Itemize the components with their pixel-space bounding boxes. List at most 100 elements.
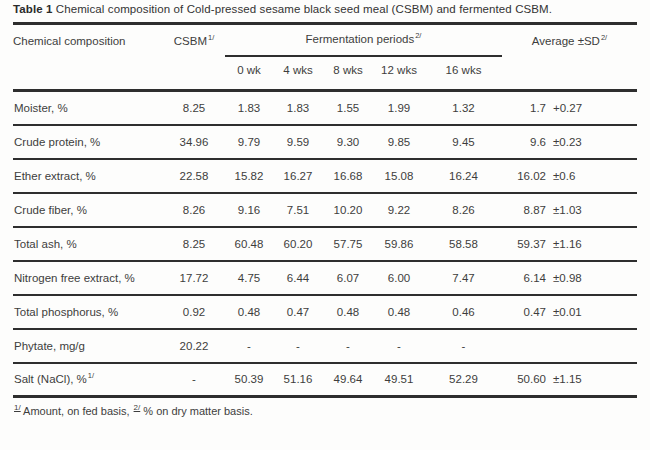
table-row: Crude protein, % 34.96 9.79 9.59 9.30 9.…: [13, 125, 637, 159]
cell-week-8: 10.20: [323, 193, 373, 227]
row-label: Salt (NaCl), %1/: [13, 363, 163, 397]
cell-week-8: -: [323, 329, 373, 363]
cell-week-4: 51.16: [273, 363, 323, 397]
cell-average: 50.60: [502, 363, 546, 397]
cell-average: 6.14: [502, 261, 546, 295]
cell-week-12: -: [373, 329, 425, 363]
table-caption-text: Chemical composition of Cold-pressed ses…: [56, 3, 552, 15]
table-header-row: Chemical composition CSBM1/ Fermentation…: [13, 24, 637, 57]
row-label: Phytate, mg/g: [13, 329, 163, 363]
cell-week-0: -: [225, 329, 273, 363]
cell-week-16: 7.47: [425, 261, 502, 295]
row-label: Total ash, %: [13, 227, 163, 261]
cell-week-0: 9.79: [225, 125, 273, 159]
cell-week-4: 9.59: [273, 125, 323, 159]
table-row: Moister, % 8.25 1.83 1.83 1.55 1.99 1.32…: [13, 91, 637, 125]
cell-week-12: 0.48: [373, 295, 425, 329]
cell-week-0: 1.83: [225, 91, 273, 125]
fermentation-header-superscript: 2/: [414, 31, 421, 40]
cell-sd: ±0.23: [546, 125, 637, 159]
row-label: Crude protein, %: [13, 125, 163, 159]
table-row: Total ash, % 8.25 60.48 60.20 57.75 59.8…: [13, 227, 637, 261]
cell-week-8: 16.68: [323, 159, 373, 193]
table-footnote: 1/ Amount, on fed basis, 2/ % on dry mat…: [13, 405, 637, 417]
cell-csbm: 34.96: [163, 125, 225, 159]
row-label: Moister, %: [13, 91, 163, 125]
cell-week-12: 6.00: [373, 261, 425, 295]
footnote-superscript-1: 1/: [13, 403, 21, 412]
cell-csbm: 0.92: [163, 295, 225, 329]
column-header-label: Chemical composition: [13, 35, 126, 47]
cell-week-12: 59.86: [373, 227, 425, 261]
cell-csbm: 8.26: [163, 193, 225, 227]
cell-sd: +0.27: [546, 91, 637, 125]
column-header-week-12: 12 wks: [373, 56, 425, 91]
cell-week-16: 16.24: [425, 159, 502, 193]
composition-table: Chemical composition CSBM1/ Fermentation…: [13, 22, 637, 398]
cell-week-12: 9.22: [373, 193, 425, 227]
table-row: Total phosphorus, % 0.92 0.48 0.47 0.48 …: [13, 295, 637, 329]
cell-week-12: 15.08: [373, 159, 425, 193]
table-row: Nitrogen free extract, % 17.72 4.75 6.44…: [13, 261, 637, 295]
footnote-text-2: % on dry matter basis.: [140, 405, 253, 417]
cell-average: [502, 329, 546, 363]
cell-week-8: 57.75: [323, 227, 373, 261]
cell-week-0: 9.16: [225, 193, 273, 227]
cell-week-0: 50.39: [225, 363, 273, 397]
row-label: Nitrogen free extract, %: [13, 261, 163, 295]
cell-csbm: 8.25: [163, 227, 225, 261]
cell-sd: ±0.98: [546, 261, 637, 295]
cell-sd: ±0.01: [546, 295, 637, 329]
cell-week-4: 1.83: [273, 91, 323, 125]
cell-sd: ±1.03: [546, 193, 637, 227]
cell-week-4: 7.51: [273, 193, 323, 227]
row-label: Crude fiber, %: [13, 193, 163, 227]
cell-average: 59.37: [502, 227, 546, 261]
cell-week-12: 1.99: [373, 91, 425, 125]
average-header-superscript: 2/: [600, 33, 607, 42]
cell-week-16: 1.32: [425, 91, 502, 125]
average-header-label: Average ±SD: [532, 35, 600, 47]
cell-week-16: -: [425, 329, 502, 363]
cell-week-4: 16.27: [273, 159, 323, 193]
cell-week-12: 49.51: [373, 363, 425, 397]
cell-average: 16.02: [502, 159, 546, 193]
table-row: Crude fiber, % 8.26 9.16 7.51 10.20 9.22…: [13, 193, 637, 227]
table-caption: Table 1 Chemical composition of Cold-pre…: [13, 3, 637, 15]
table-row: Phytate, mg/g 20.22 - - - - -: [13, 329, 637, 363]
cell-week-8: 1.55: [323, 91, 373, 125]
column-header-week-16: 16 wks: [425, 56, 502, 91]
cell-week-8: 0.48: [323, 295, 373, 329]
cell-week-8: 49.64: [323, 363, 373, 397]
cell-week-0: 0.48: [225, 295, 273, 329]
cell-week-16: 52.29: [425, 363, 502, 397]
row-label: Ether extract, %: [13, 159, 163, 193]
table-row: Salt (NaCl), %1/ - 50.39 51.16 49.64 49.…: [13, 363, 637, 397]
cell-average: 1.7: [502, 91, 546, 125]
cell-week-16: 8.26: [425, 193, 502, 227]
column-header-week-0: 0 wk: [225, 56, 273, 91]
cell-week-4: 6.44: [273, 261, 323, 295]
csbm-header-superscript: 1/: [207, 33, 214, 42]
cell-week-16: 9.45: [425, 125, 502, 159]
fermentation-header-label: Fermentation periods: [306, 33, 415, 45]
footnote-text-1: Amount, on fed basis,: [21, 405, 133, 417]
cell-csbm: 20.22: [163, 329, 225, 363]
cell-week-0: 15.82: [225, 159, 273, 193]
column-header-week-4: 4 wks: [273, 56, 323, 91]
cell-week-0: 60.48: [225, 227, 273, 261]
row-label: Total phosphorus, %: [13, 295, 163, 329]
cell-sd: [546, 329, 637, 363]
cell-week-8: 9.30: [323, 125, 373, 159]
cell-week-12: 9.85: [373, 125, 425, 159]
cell-week-4: -: [273, 329, 323, 363]
table-row: Ether extract, % 22.58 15.82 16.27 16.68…: [13, 159, 637, 193]
cell-week-16: 0.46: [425, 295, 502, 329]
cell-csbm: 22.58: [163, 159, 225, 193]
cell-csbm: -: [163, 363, 225, 397]
cell-sd: ±1.16: [546, 227, 637, 261]
column-header-average-sd: Average ±SD2/: [502, 24, 637, 91]
table-caption-number: Table 1: [13, 3, 52, 15]
cell-week-0: 4.75: [225, 261, 273, 295]
cell-week-16: 58.58: [425, 227, 502, 261]
